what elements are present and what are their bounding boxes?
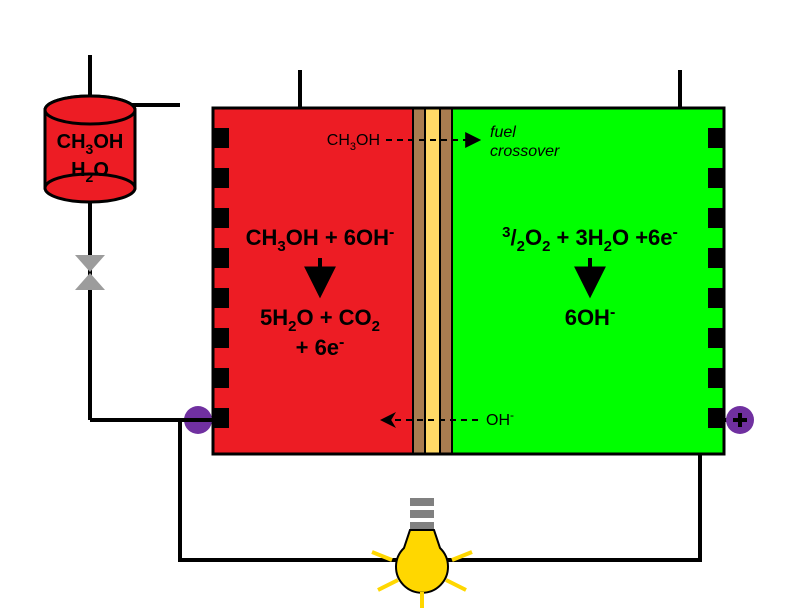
fuel-tank: CH3OH H2O: [45, 96, 135, 202]
bulb-icon: [372, 498, 472, 608]
cell-body: [213, 108, 724, 454]
membrane-core: [425, 108, 440, 454]
membrane-left: [413, 108, 425, 454]
anode-rx-line3: + 6e-: [296, 334, 345, 360]
cathode-rx-line2: 6OH-: [565, 304, 616, 330]
membrane-right: [440, 108, 452, 454]
valve-icon: [75, 202, 180, 420]
crossover-right-b: crossover: [490, 143, 560, 160]
crossover-right-a: fuel: [490, 124, 516, 141]
fuel-cell-diagram: CH3OH H2O: [0, 0, 800, 608]
anode: [213, 108, 413, 454]
crossover-oh-label: OH-: [486, 408, 514, 429]
